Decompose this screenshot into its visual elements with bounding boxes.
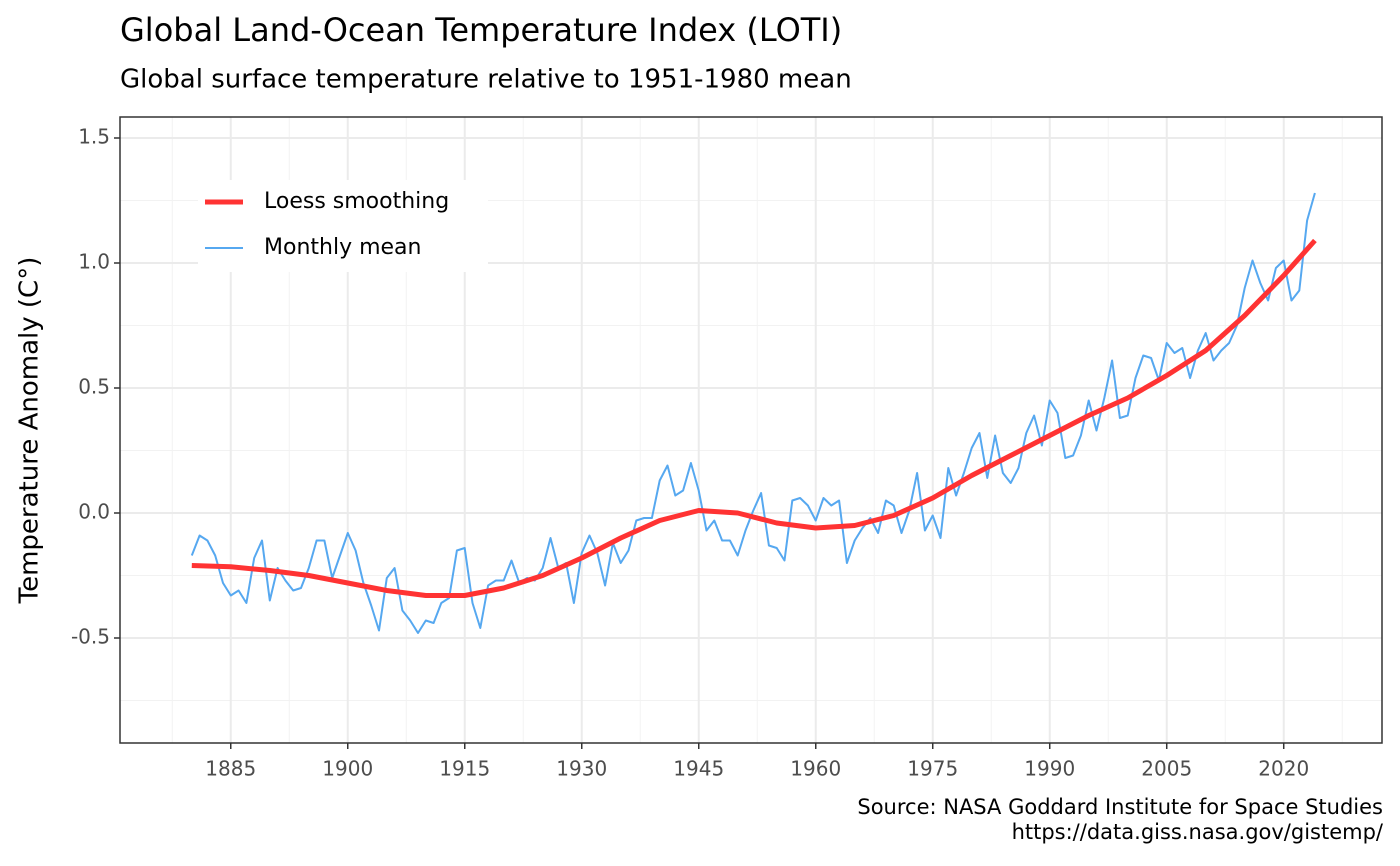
y-tick-label: -0.5 <box>71 625 110 649</box>
chart-subtitle: Global surface temperature relative to 1… <box>120 65 852 95</box>
plot-area: 1885 1900 1915 1930 1945 1960 1975 1990 2005 2020… <box>71 116 1383 781</box>
y-tick-label: 1.5 <box>78 125 110 149</box>
x-tick-label: 1960 <box>790 757 841 781</box>
x-tick-label: 1930 <box>556 757 607 781</box>
caption: Source: NASA Goddard Institute for Space… <box>857 795 1383 819</box>
y-axis-title: Temperature Anomaly (C°) <box>15 257 45 605</box>
legend-label: Monthly mean <box>264 235 421 260</box>
x-tick-label: 2020 <box>1258 757 1309 781</box>
data-line <box>190 192 1316 634</box>
chart-title: Global Land-Ocean Temperature Index (LOT… <box>120 11 842 49</box>
legend-background <box>198 180 488 272</box>
x-tick-label: 1900 <box>322 757 373 781</box>
x-tick-label: 2005 <box>1141 757 1192 781</box>
x-tick-label: 1990 <box>1024 757 1075 781</box>
plot-border <box>119 116 1383 744</box>
caption: https://data.giss.nasa.gov/gistemp/ <box>1012 820 1384 844</box>
x-tick-label: 1945 <box>673 757 724 781</box>
legend: Loess smoothing Monthly mean <box>198 180 488 272</box>
y-tick-label: 0.0 <box>78 500 110 524</box>
y-tick-label: 1.0 <box>78 250 110 274</box>
x-tick-label: 1885 <box>205 757 256 781</box>
x-tick-label: 1915 <box>439 757 490 781</box>
data-line <box>191 238 1317 598</box>
y-tick-label: 0.5 <box>78 375 110 399</box>
legend-label: Loess smoothing <box>264 189 449 214</box>
x-tick-label: 1975 <box>907 757 958 781</box>
